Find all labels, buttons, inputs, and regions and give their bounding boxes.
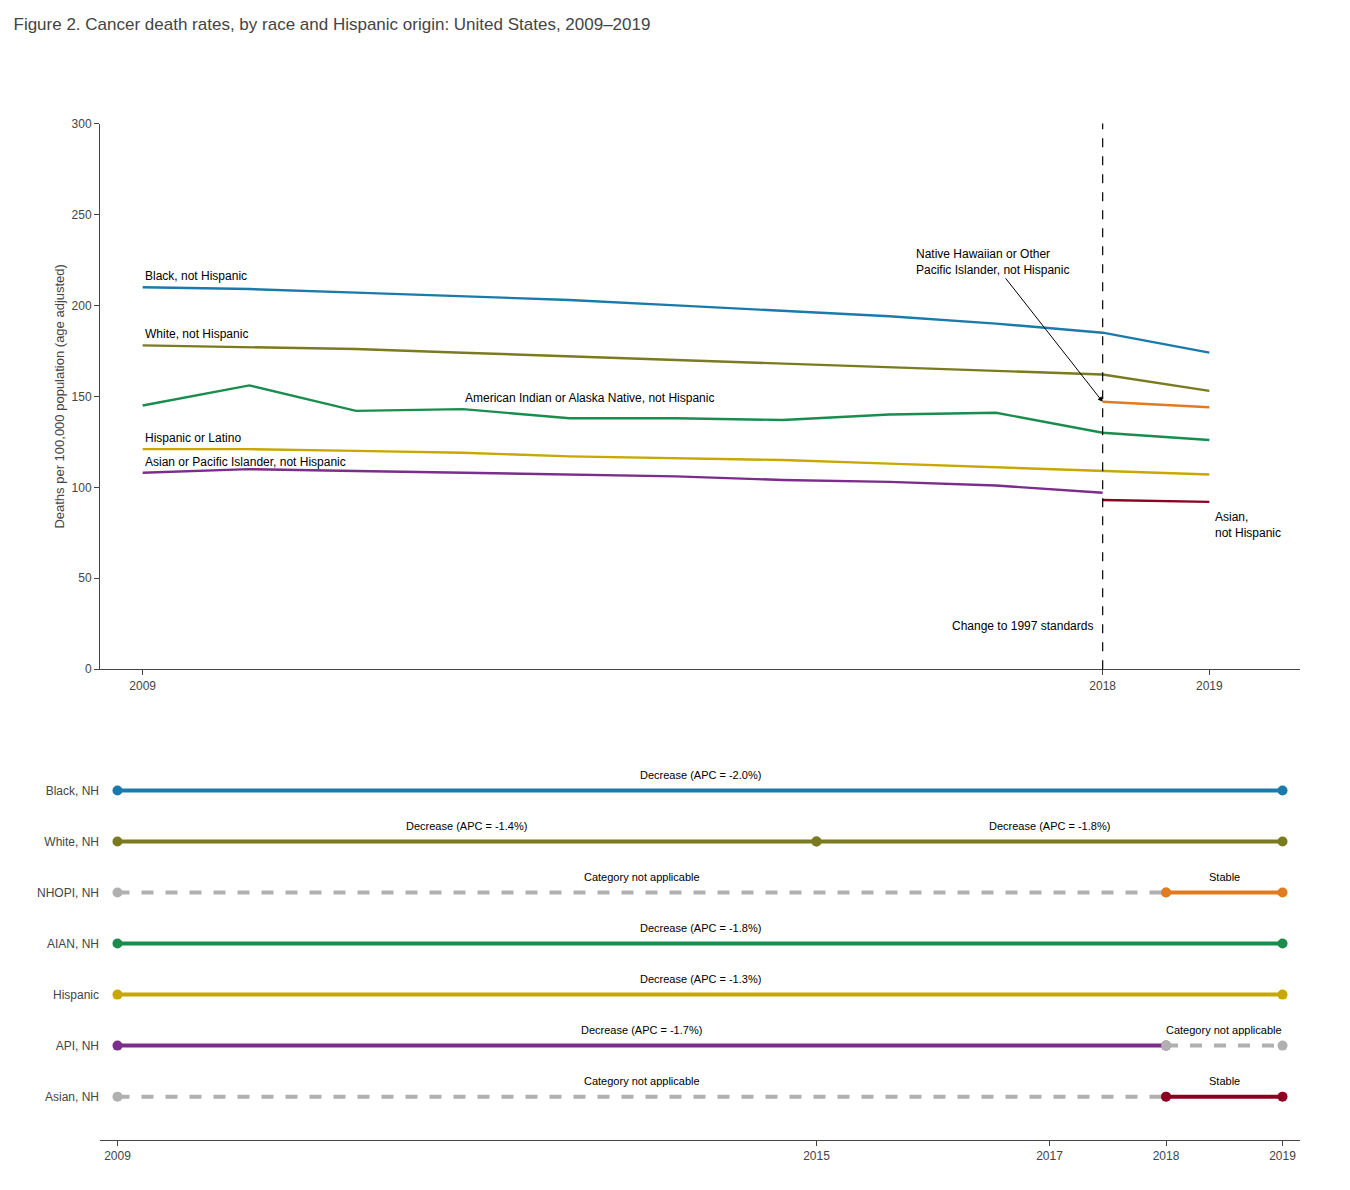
svg-text:150: 150: [72, 390, 92, 404]
svg-text:Asian, NH: Asian, NH: [45, 1090, 99, 1104]
svg-text:2009: 2009: [104, 1149, 131, 1163]
svg-text:American Indian or Alaska Nati: American Indian or Alaska Native, not Hi…: [465, 391, 714, 405]
svg-text:Decrease (APC = -1.7%): Decrease (APC = -1.7%): [581, 1024, 702, 1036]
svg-text:Category not applicable: Category not applicable: [584, 1075, 700, 1087]
svg-text:White, NH: White, NH: [44, 835, 99, 849]
svg-text:Hispanic: Hispanic: [53, 988, 99, 1002]
svg-text:300: 300: [72, 117, 92, 131]
svg-text:Decrease (APC = -2.0%): Decrease (APC = -2.0%): [640, 769, 761, 781]
svg-text:2009: 2009: [129, 679, 156, 693]
svg-text:Stable: Stable: [1209, 1075, 1240, 1087]
svg-text:Black, NH: Black, NH: [46, 784, 99, 798]
svg-text:Stable: Stable: [1209, 871, 1240, 883]
svg-text:Figure 2. Cancer death rates,: Figure 2. Cancer death rates, by race an…: [14, 15, 651, 34]
svg-text:Asian or Pacific Islander, not: Asian or Pacific Islander, not Hispanic: [145, 455, 346, 469]
svg-text:2015: 2015: [803, 1149, 830, 1163]
svg-text:250: 250: [72, 208, 92, 222]
svg-text:50: 50: [78, 571, 92, 585]
svg-text:2018: 2018: [1153, 1149, 1180, 1163]
svg-text:Decrease (APC = -1.3%): Decrease (APC = -1.3%): [640, 973, 761, 985]
svg-text:2017: 2017: [1036, 1149, 1063, 1163]
svg-text:2019: 2019: [1269, 1149, 1296, 1163]
svg-text:Category not applicable: Category not applicable: [584, 871, 700, 883]
svg-text:Black, not Hispanic: Black, not Hispanic: [145, 269, 247, 283]
svg-text:Hispanic or Latino: Hispanic or Latino: [145, 431, 241, 445]
svg-text:NHOPI, NH: NHOPI, NH: [37, 886, 99, 900]
svg-text:2018: 2018: [1089, 679, 1116, 693]
svg-text:Decrease (APC = -1.8%): Decrease (APC = -1.8%): [989, 820, 1110, 832]
svg-text:Category not applicable: Category not applicable: [1166, 1024, 1282, 1036]
svg-text:200: 200: [72, 299, 92, 313]
svg-text:Change to 1997 standards: Change to 1997 standards: [952, 619, 1093, 633]
svg-text:2019: 2019: [1196, 679, 1223, 693]
svg-text:0: 0: [85, 662, 92, 676]
svg-text:AIAN, NH: AIAN, NH: [47, 937, 99, 951]
svg-text:Native Hawaiian or OtherPacifi: Native Hawaiian or OtherPacific Islander…: [916, 247, 1069, 277]
svg-text:API, NH: API, NH: [56, 1039, 99, 1053]
svg-text:100: 100: [72, 481, 92, 495]
svg-text:Asian,not Hispanic: Asian,not Hispanic: [1215, 510, 1281, 540]
svg-text:Decrease (APC = -1.4%): Decrease (APC = -1.4%): [406, 820, 527, 832]
svg-text:Decrease (APC = -1.8%): Decrease (APC = -1.8%): [640, 922, 761, 934]
svg-text:Deaths per 100,000 population: Deaths per 100,000 population (age adjus…: [52, 264, 67, 529]
svg-text:White, not Hispanic: White, not Hispanic: [145, 327, 248, 341]
